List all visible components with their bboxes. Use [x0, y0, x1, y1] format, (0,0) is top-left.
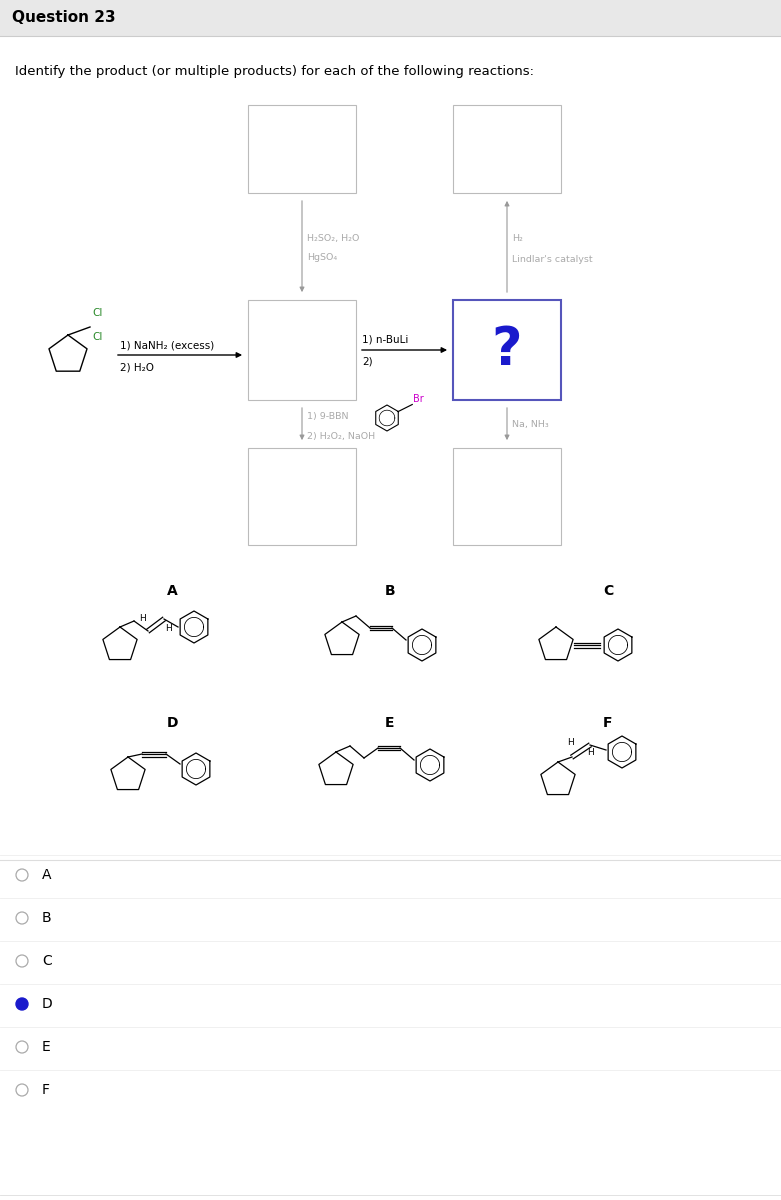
Bar [248, 104, 356, 193]
Text: Lindlar's catalyst: Lindlar's catalyst [512, 254, 593, 264]
Text: A: A [166, 584, 177, 598]
Text: D: D [42, 997, 53, 1010]
Bar [0, 0, 781, 36]
Bar [453, 300, 561, 400]
Bar [453, 448, 561, 545]
Text: Question 23: Question 23 [12, 11, 116, 25]
Text: 2) H₂O₂, NaOH: 2) H₂O₂, NaOH [307, 432, 375, 440]
Text: C: C [603, 584, 613, 598]
Text: H: H [165, 624, 172, 634]
Text: Cl: Cl [92, 308, 102, 318]
Text: ?: ? [492, 324, 522, 376]
Text: D: D [166, 716, 178, 730]
Circle shape [16, 955, 28, 967]
Text: B: B [42, 911, 52, 925]
Circle shape [16, 1040, 28, 1054]
Text: 2): 2) [362, 358, 373, 367]
Text: 1) 9-BBN: 1) 9-BBN [307, 412, 348, 421]
Text: Br: Br [413, 394, 424, 403]
Text: F: F [42, 1082, 50, 1097]
Circle shape [16, 1084, 28, 1096]
Text: B: B [385, 584, 395, 598]
Text: H: H [139, 614, 146, 623]
Text: HgSO₄: HgSO₄ [307, 253, 337, 262]
Text: Cl: Cl [92, 332, 102, 342]
Circle shape [16, 912, 28, 924]
Text: 2) H₂O: 2) H₂O [120, 362, 154, 373]
Text: H: H [587, 748, 594, 757]
Text: E: E [42, 1040, 51, 1054]
Circle shape [16, 869, 28, 881]
Text: F: F [603, 716, 613, 730]
Text: E: E [385, 716, 394, 730]
Text: 1) n-BuLi: 1) n-BuLi [362, 334, 408, 344]
Text: H: H [568, 738, 574, 746]
Bar [248, 300, 356, 400]
Text: H₂SO₂, H₂O: H₂SO₂, H₂O [307, 234, 359, 242]
Bar [248, 448, 356, 545]
Text: C: C [42, 954, 52, 968]
Bar [453, 104, 561, 193]
Text: 1) NaNH₂ (excess): 1) NaNH₂ (excess) [120, 340, 214, 350]
Text: Identify the product (or multiple products) for each of the following reactions:: Identify the product (or multiple produc… [15, 66, 534, 78]
Text: H₂: H₂ [512, 234, 522, 242]
Circle shape [16, 998, 28, 1010]
Text: Na, NH₃: Na, NH₃ [512, 420, 549, 428]
Text: A: A [42, 868, 52, 882]
